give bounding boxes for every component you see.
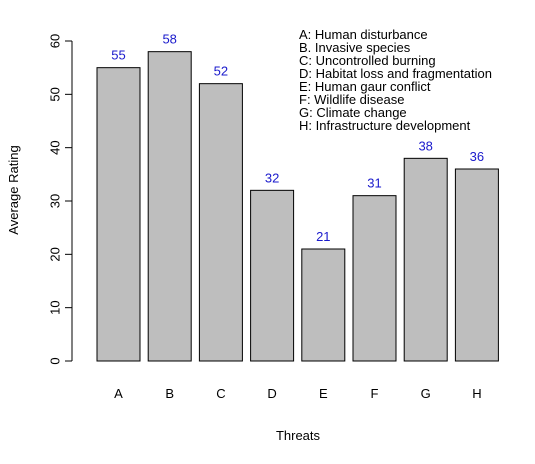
legend-item: H: Infrastructure development <box>299 118 471 133</box>
bar-value-label: 38 <box>418 138 432 153</box>
x-tick-label: D <box>267 386 276 401</box>
y-tick-label: 0 <box>48 357 63 364</box>
x-tick-label: B <box>165 386 174 401</box>
bar-value-label: 31 <box>367 176 381 191</box>
legend-item: E: Human gaur conflict <box>299 79 431 94</box>
bar <box>454 168 499 362</box>
bar <box>301 248 346 362</box>
bar <box>147 51 192 362</box>
x-tick-label: A <box>114 386 123 401</box>
x-tick-label: C <box>216 386 225 401</box>
bars <box>96 51 499 362</box>
legend-item: F: Wildlife disease <box>299 92 404 107</box>
bar <box>250 189 295 362</box>
value-labels: 55 58 52 32 21 31 38 36 <box>111 32 484 244</box>
legend-item: G: Climate change <box>299 105 407 120</box>
bar <box>352 195 397 362</box>
x-tick-labels: A B C D E F G H <box>114 386 481 401</box>
bar <box>96 67 141 362</box>
bar-value-label: 55 <box>111 48 125 63</box>
legend-item: C: Uncontrolled burning <box>299 53 436 68</box>
bar <box>403 157 448 362</box>
y-axis-title: Average Rating <box>6 145 21 234</box>
legend-item: D: Habitat loss and fragmentation <box>299 66 492 81</box>
x-tick-label: F <box>371 386 379 401</box>
y-tick-label: 20 <box>48 247 63 261</box>
bar-value-label: 32 <box>265 170 279 185</box>
x-tick-label: H <box>472 386 481 401</box>
x-tick-label: G <box>421 386 431 401</box>
y-axis: 0 10 20 30 40 50 60 <box>48 34 73 365</box>
bar-value-label: 21 <box>316 229 330 244</box>
y-tick-label: 30 <box>48 194 63 208</box>
bar-value-label: 36 <box>470 149 484 164</box>
bar-value-label: 52 <box>214 64 228 79</box>
legend-item: B. Invasive species <box>299 40 411 55</box>
y-tick-label: 40 <box>48 140 63 154</box>
y-tick-label: 60 <box>48 34 63 48</box>
y-tick-label: 10 <box>48 300 63 314</box>
bar-value-label: 58 <box>162 32 176 47</box>
bar <box>198 83 243 362</box>
legend-item: A: Human disturbance <box>299 27 428 42</box>
y-tick-label: 50 <box>48 87 63 101</box>
x-tick-label: E <box>319 386 328 401</box>
x-axis-title: Threats <box>276 428 321 443</box>
